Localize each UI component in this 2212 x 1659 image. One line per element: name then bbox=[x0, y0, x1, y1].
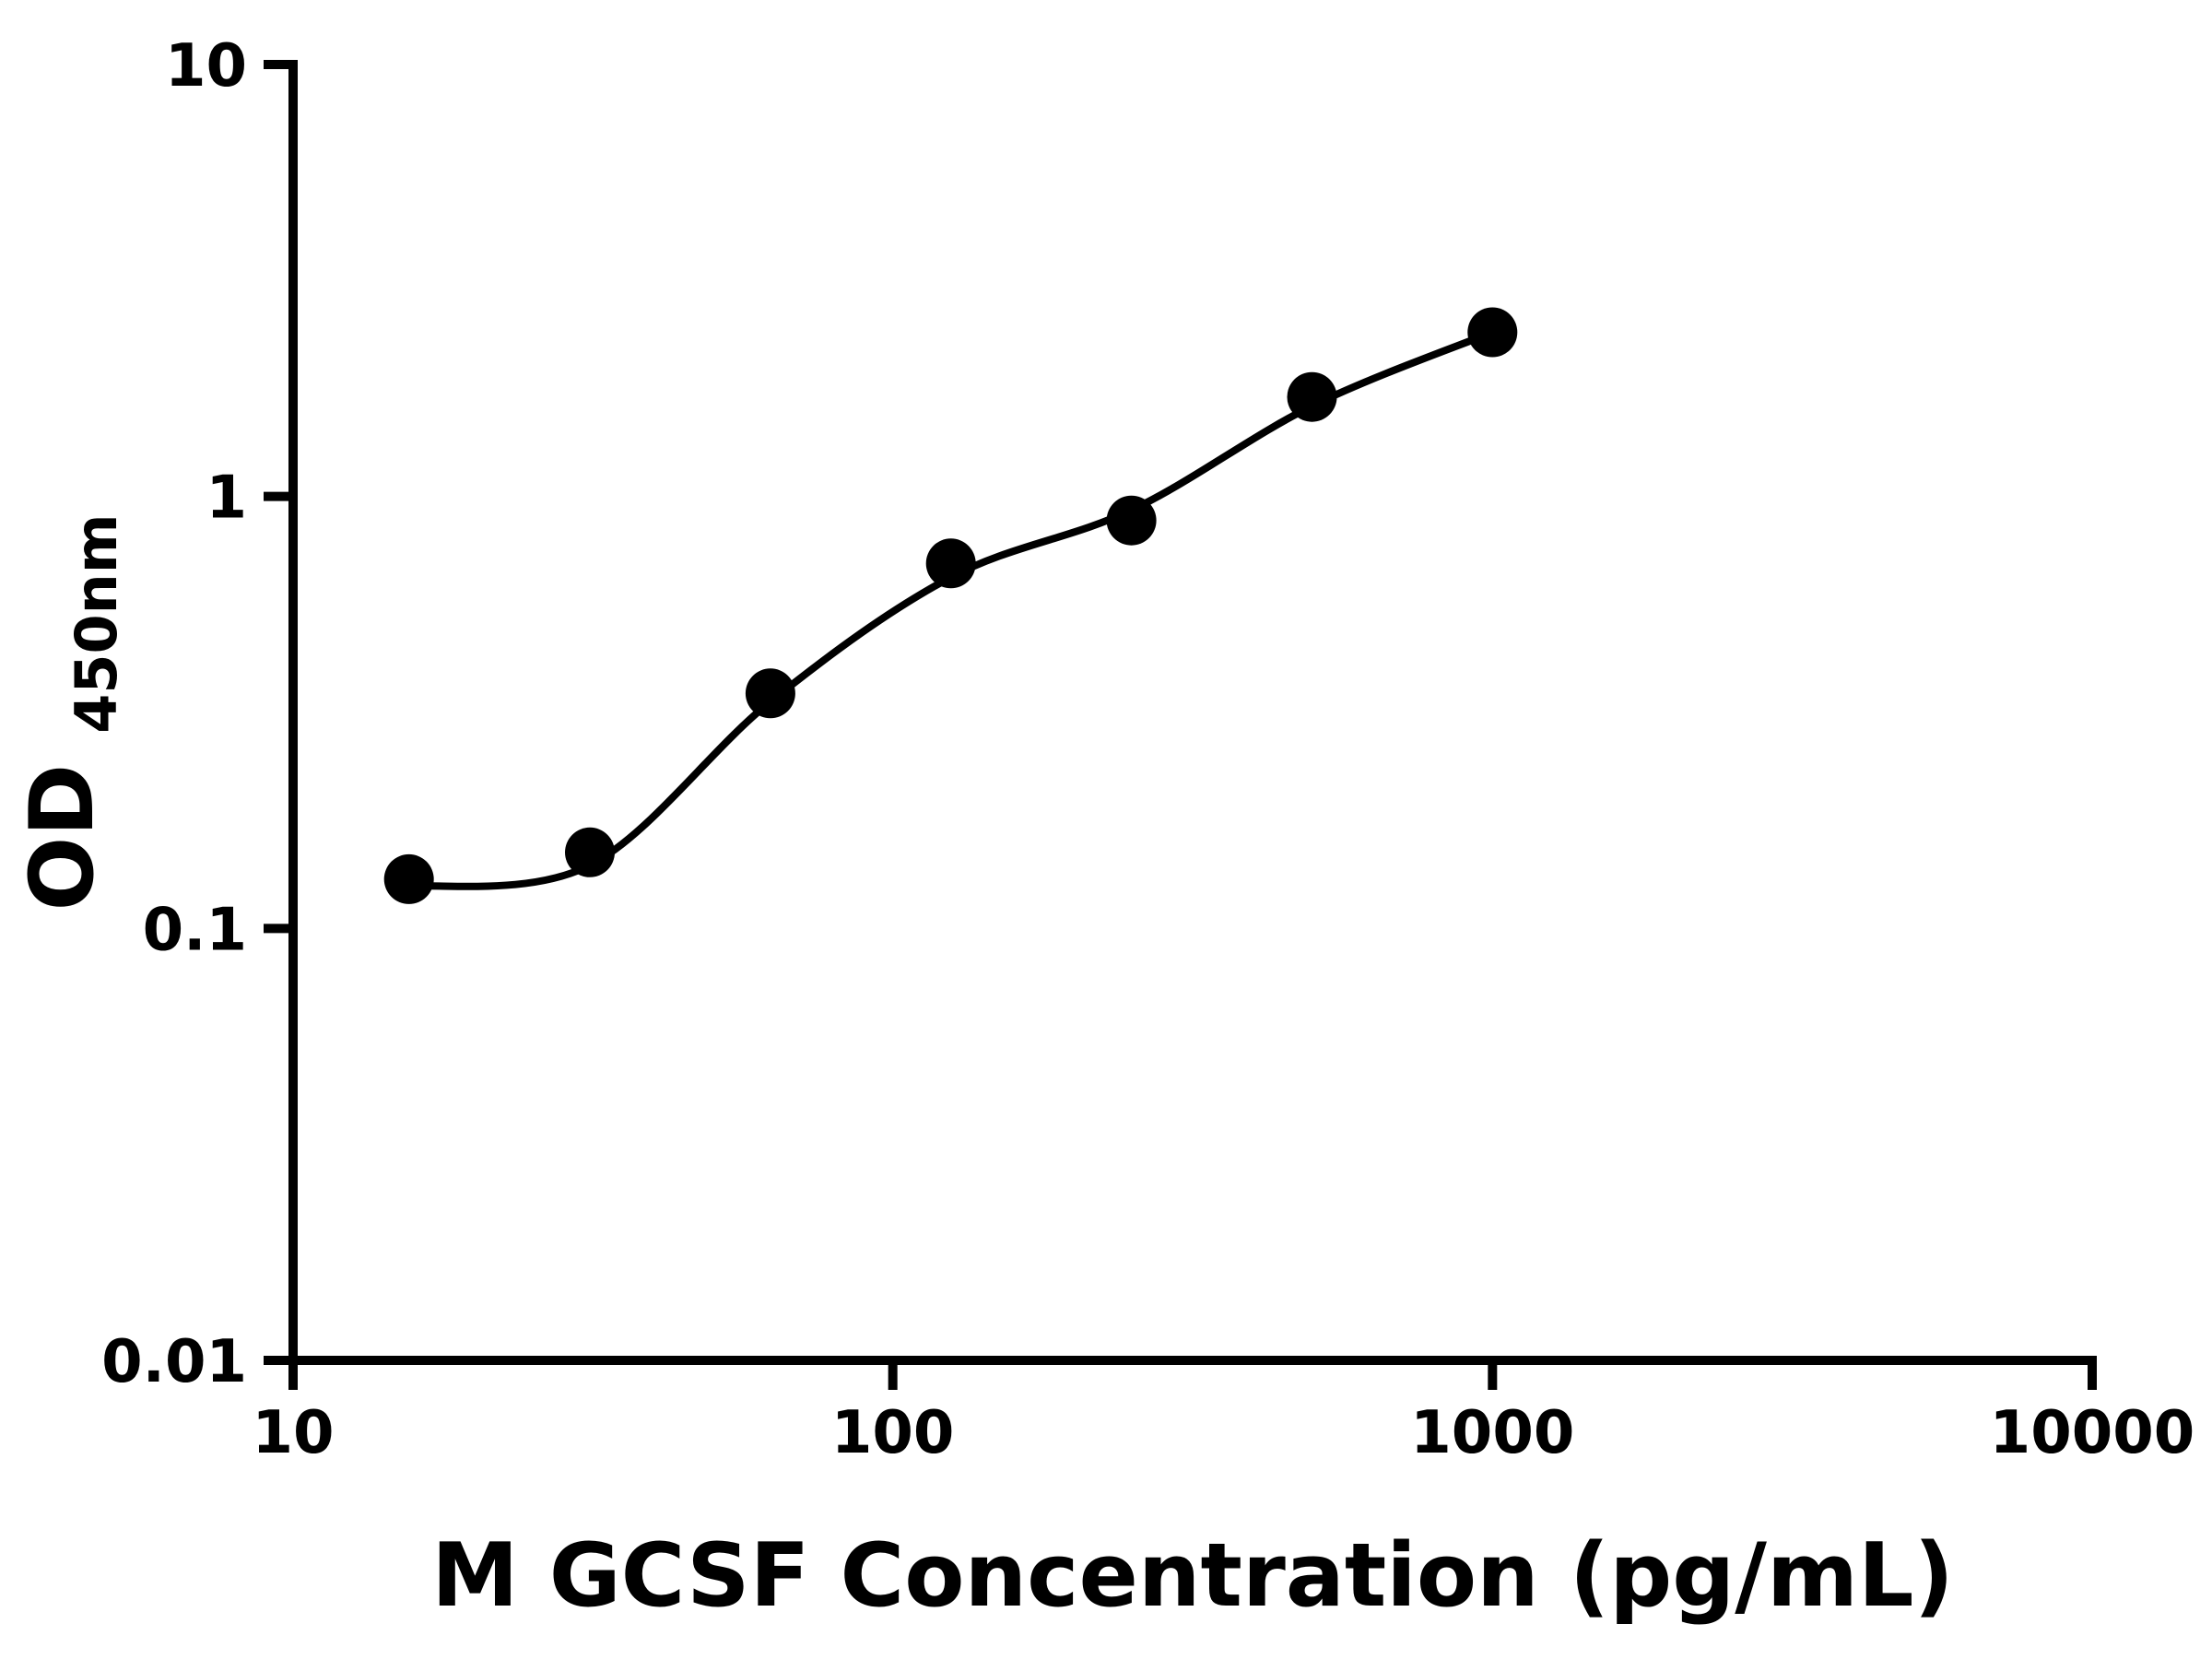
x-tick-label: 1000 bbox=[1410, 1399, 1574, 1467]
axis-spines bbox=[288, 60, 2097, 1365]
x-tick-label: 100 bbox=[831, 1399, 955, 1467]
x-tick-label: 10000 bbox=[1990, 1399, 2195, 1467]
data-point bbox=[925, 538, 976, 589]
data-point bbox=[745, 668, 795, 719]
y-tick-label: 10 bbox=[165, 32, 247, 100]
x-axis-ticks bbox=[288, 1360, 2097, 1390]
data-point bbox=[383, 853, 434, 904]
x-axis-tick-labels: 10 100 1000 10000 bbox=[252, 1399, 2194, 1467]
y-axis-title-subscript: 450nm bbox=[63, 514, 130, 734]
y-tick-label: 1 bbox=[206, 465, 247, 533]
axes bbox=[288, 60, 2097, 1365]
data-point bbox=[1467, 307, 1518, 358]
data-point bbox=[1106, 495, 1157, 546]
data-point bbox=[565, 827, 615, 877]
y-axis-ticks bbox=[264, 60, 293, 1365]
x-axis-title: M GCSF Concentration (pg/mL) bbox=[431, 1525, 1954, 1627]
data-point bbox=[1287, 371, 1337, 422]
y-axis-tick-labels: 0.01 0.1 1 10 bbox=[101, 32, 247, 1396]
y-tick-label: 0.01 bbox=[101, 1328, 247, 1396]
y-axis-title-main: OD bbox=[12, 764, 113, 912]
y-tick-label: 0.1 bbox=[143, 896, 247, 964]
y-axis-title: OD 450nm bbox=[12, 514, 130, 912]
x-tick-label: 10 bbox=[252, 1399, 334, 1467]
data-point-markers bbox=[383, 307, 1518, 904]
fit-curve-line bbox=[405, 328, 1497, 890]
